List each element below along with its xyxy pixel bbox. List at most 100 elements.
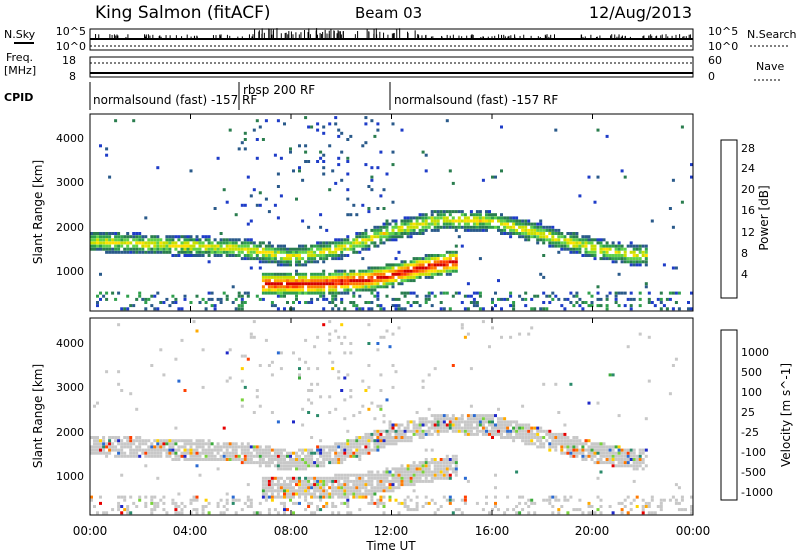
heat-cell <box>276 454 280 458</box>
heat-cell <box>337 376 341 380</box>
heat-cell <box>641 254 645 257</box>
heat-cell <box>608 505 612 508</box>
heat-cell <box>572 451 576 455</box>
heat-cell <box>201 250 205 254</box>
heat-cell <box>524 232 528 235</box>
power-ytick-4000: 4000 <box>56 132 84 145</box>
heat-cell <box>328 244 332 248</box>
heat-cell <box>548 432 552 436</box>
heat-cell <box>117 439 121 443</box>
heat-cell <box>472 213 476 217</box>
heat-cell <box>382 241 386 245</box>
heat-cell <box>307 291 311 295</box>
heat-cell <box>255 511 259 515</box>
heat-cell <box>391 225 395 229</box>
heat-cell <box>276 244 280 248</box>
heat-cell <box>400 470 404 474</box>
heat-cell <box>228 348 232 352</box>
heat-cell <box>506 426 510 430</box>
heat-cell <box>379 436 383 439</box>
heat-cell <box>632 247 636 251</box>
heat-cell <box>581 442 585 446</box>
heat-cell <box>307 501 311 505</box>
heat-cell <box>554 244 558 248</box>
heat-cell <box>252 454 256 458</box>
heat-cell <box>518 429 522 433</box>
heat-cell <box>240 250 244 254</box>
heat-cell <box>439 213 443 217</box>
heat-cell <box>117 508 121 512</box>
heat-cell <box>454 225 458 229</box>
heat-cell <box>249 250 253 254</box>
heat-cell <box>367 479 371 483</box>
heat-cell <box>234 244 238 248</box>
heat-cell <box>343 272 347 276</box>
heat-cell <box>364 451 368 455</box>
heat-cell <box>114 448 118 452</box>
heat-cell <box>488 511 491 515</box>
heat-cell <box>349 301 353 304</box>
heat-cell <box>475 426 479 430</box>
heat-cell <box>554 128 558 132</box>
heat-cell <box>237 294 241 298</box>
heat-cell <box>376 232 380 235</box>
heat-cell <box>237 244 241 248</box>
heat-cell <box>530 439 534 443</box>
heat-cell <box>129 241 133 245</box>
heat-cell <box>560 448 564 452</box>
heat-cell <box>382 442 386 446</box>
heat-cell <box>334 445 338 449</box>
heat-cell <box>222 451 226 455</box>
heat-cell <box>270 458 274 461</box>
heat-cell <box>96 244 99 248</box>
heat-cell <box>222 511 226 515</box>
heat-cell <box>418 464 422 468</box>
heat-cell <box>668 498 672 502</box>
heat-cell <box>216 244 220 248</box>
heat-cell <box>267 272 271 276</box>
heat-cell <box>466 479 470 483</box>
heat-cell <box>90 448 93 452</box>
heat-cell <box>623 498 627 502</box>
heat-cell <box>289 467 292 471</box>
heat-cell <box>346 197 350 201</box>
heat-cell <box>186 451 190 455</box>
heat-cell <box>605 304 609 308</box>
heat-cell <box>578 442 582 446</box>
heat-cell <box>270 498 274 502</box>
heat-cell <box>367 282 371 286</box>
heat-cell <box>201 445 205 449</box>
heat-cell <box>114 232 118 235</box>
heat-cell <box>310 461 314 465</box>
heat-cell <box>189 439 193 443</box>
heat-cell <box>322 275 326 279</box>
heat-cell <box>572 304 576 308</box>
heat-cell <box>174 451 178 455</box>
heat-cell <box>485 228 488 232</box>
heat-cell <box>690 175 693 179</box>
heat-cell <box>114 297 118 301</box>
heat-cell <box>527 238 531 242</box>
heat-cell <box>216 501 220 505</box>
heat-cell <box>289 483 292 487</box>
heat-cell <box>373 285 377 289</box>
heat-cell <box>412 429 416 433</box>
heat-cell <box>406 263 410 267</box>
heat-cell <box>334 479 338 483</box>
heat-cell <box>237 304 241 308</box>
heat-cell <box>331 307 335 311</box>
heat-cell <box>228 244 232 248</box>
heat-cell <box>439 307 443 311</box>
heat-cell <box>524 432 528 436</box>
heat-cell <box>451 470 455 474</box>
heat-cell <box>319 250 323 254</box>
heat-cell <box>304 464 308 468</box>
heat-cell <box>415 219 419 223</box>
heat-cell <box>189 451 193 455</box>
heat-cell <box>430 470 434 474</box>
heat-cell <box>180 241 184 245</box>
heat-cell <box>307 282 311 286</box>
heat-cell <box>258 266 262 270</box>
heat-cell <box>258 404 262 408</box>
heat-cell <box>376 348 380 352</box>
